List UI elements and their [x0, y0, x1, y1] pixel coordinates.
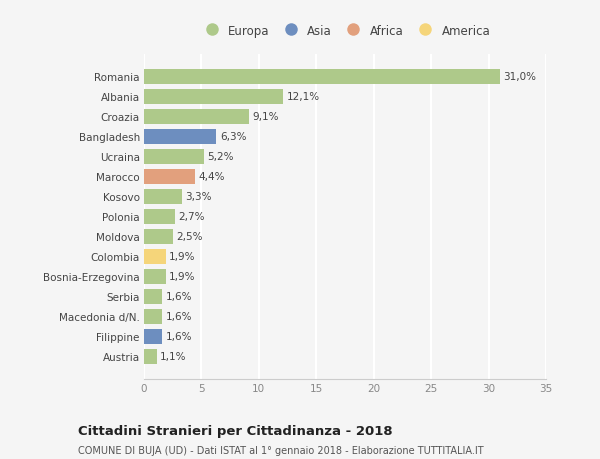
Text: 1,1%: 1,1%: [160, 352, 187, 362]
Bar: [144, 269, 166, 284]
Text: 6,3%: 6,3%: [220, 132, 247, 142]
Text: 31,0%: 31,0%: [503, 72, 536, 82]
Bar: [144, 209, 175, 224]
Text: Cittadini Stranieri per Cittadinanza - 2018: Cittadini Stranieri per Cittadinanza - 2…: [78, 425, 392, 437]
Text: 1,6%: 1,6%: [166, 312, 193, 322]
Text: 2,5%: 2,5%: [176, 232, 203, 242]
Bar: [144, 190, 182, 204]
Text: 1,6%: 1,6%: [166, 291, 193, 302]
Bar: [144, 169, 194, 185]
Text: 9,1%: 9,1%: [252, 112, 278, 122]
Bar: [144, 150, 204, 164]
Text: 2,7%: 2,7%: [178, 212, 205, 222]
Text: 5,2%: 5,2%: [207, 152, 233, 162]
Bar: [144, 129, 217, 145]
Text: 4,4%: 4,4%: [198, 172, 224, 182]
Text: COMUNE DI BUJA (UD) - Dati ISTAT al 1° gennaio 2018 - Elaborazione TUTTITALIA.IT: COMUNE DI BUJA (UD) - Dati ISTAT al 1° g…: [78, 445, 484, 455]
Bar: [144, 249, 166, 264]
Bar: [144, 349, 157, 364]
Bar: [144, 289, 163, 304]
Bar: [144, 90, 283, 105]
Legend: Europa, Asia, Africa, America: Europa, Asia, Africa, America: [197, 22, 493, 40]
Bar: [144, 230, 173, 244]
Text: 1,9%: 1,9%: [169, 252, 196, 262]
Text: 1,6%: 1,6%: [166, 331, 193, 341]
Bar: [144, 70, 500, 85]
Text: 1,9%: 1,9%: [169, 272, 196, 282]
Text: 3,3%: 3,3%: [185, 192, 212, 202]
Bar: [144, 329, 163, 344]
Bar: [144, 309, 163, 324]
Bar: [144, 110, 248, 125]
Text: 12,1%: 12,1%: [286, 92, 320, 102]
